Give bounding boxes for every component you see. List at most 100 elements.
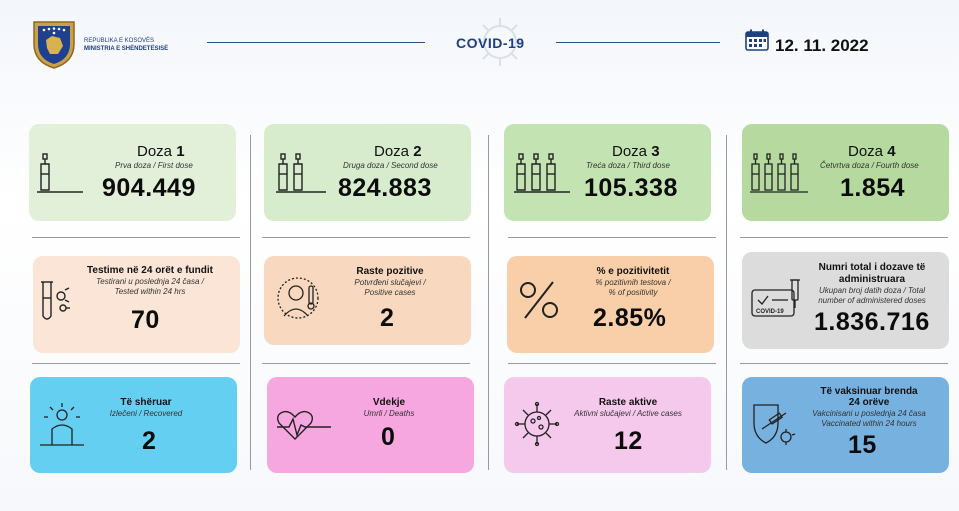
dose-1-value: 904.449 — [102, 174, 196, 202]
tests-value: 70 — [131, 306, 160, 334]
calendar-icon — [745, 29, 769, 51]
heartbeat-icon — [276, 410, 331, 440]
kosovo-coat-of-arms-logo — [33, 21, 75, 69]
vaccinated-title: Të vaksinuar brenda 24 orëve — [794, 386, 944, 408]
total-doses-value: 1.836.716 — [814, 308, 930, 336]
positive-cases-value: 2 — [380, 304, 395, 332]
positive-cases-title: Raste pozitive — [356, 266, 424, 277]
deaths-card: Vdekje Umrli / Deaths 0 — [267, 377, 474, 473]
shield-syringe-icon — [753, 404, 796, 445]
dose-3-subtitle: Treća doza / Third dose — [586, 161, 670, 170]
total-doses-subtitle-line1: Ukupan broj datih doza / Total — [819, 286, 925, 295]
vaccine-vials-icon — [276, 153, 326, 193]
vaccinated-subtitle: Vakcinisani u poslednja 24 časa Vaccinat… — [794, 409, 944, 429]
positivity-card: % e pozitivitetit % pozitivnih testova /… — [507, 256, 714, 353]
positive-subtitle-line2: Positive cases — [364, 288, 416, 297]
total-doses-title-line1: Numri total i dozave të — [818, 262, 926, 273]
header: REPUBLIKA E KOSOVËS MINISTRIA E SHËNDETË… — [0, 0, 959, 80]
separator — [32, 237, 240, 238]
header-line-right — [556, 42, 720, 43]
dose-3-card: Doza 3 Treća doza / Third dose 105.338 — [504, 124, 711, 221]
positive-cases-card: Raste pozitive Potvrđeni slučajevi / Pos… — [264, 256, 471, 345]
separator — [508, 363, 716, 364]
separator — [262, 237, 470, 238]
separator — [32, 363, 240, 364]
vaccinated-card: Të vaksinuar brenda 24 orëve Vakcinisani… — [742, 377, 949, 473]
active-cases-card: Raste aktive Aktivni slučajevi / Active … — [504, 377, 711, 473]
tests-subtitle-line1: Testirani u poslednja 24 časa / — [96, 277, 204, 286]
dose-3-title: Doza 3 — [612, 143, 660, 160]
tests-subtitle: Testirani u poslednja 24 časa / Tested w… — [71, 277, 229, 297]
dose-number: 3 — [651, 143, 660, 160]
virus-icon — [514, 401, 560, 447]
dose-label: Doza — [612, 143, 648, 160]
positivity-subtitle-line2: % of positivity — [608, 288, 658, 297]
tests-card: Testime në 24 orët e fundit Testirani u … — [33, 256, 240, 353]
total-doses-card: COVID-19 Numri total i dozave të adminis… — [742, 252, 949, 349]
deaths-subtitle-part1: Umrli — [363, 409, 383, 418]
recovered-card: Të shëruar Izlečeni / Recovered 2 — [30, 377, 237, 473]
page-title: COVID-19 — [456, 35, 525, 51]
deaths-subtitle: Umrli / Deaths — [363, 409, 415, 418]
vaccinated-title-line2: 24 orëve — [848, 397, 890, 408]
tests-title: Testime në 24 orët e fundit — [87, 265, 213, 276]
dose-4-card: Doza 4 Četvrtva doza / Fourth dose 1.854 — [742, 124, 949, 221]
positive-subtitle-line1: Potvrđeni slučajevi / — [354, 278, 426, 287]
vaccine-vial-icon — [37, 153, 83, 193]
dose-2-subtitle: Druga doza / Second dose — [343, 161, 438, 170]
vaccinated-subtitle-line2: Vaccinated within 24 hours — [821, 419, 917, 428]
dose-label: Doza — [374, 143, 410, 160]
vaccine-vials-icon — [750, 153, 808, 193]
vaccinated-value: 15 — [848, 431, 877, 459]
recovered-person-icon — [40, 403, 84, 446]
header-line-left — [207, 42, 425, 43]
recovered-subtitle: Izlečeni / Recovered — [109, 409, 183, 418]
deaths-title: Vdekje — [372, 397, 406, 408]
recovered-title: Të shëruar — [120, 397, 172, 408]
virus-watermark-icon — [476, 18, 524, 66]
vaccination-certificate-icon: COVID-19 — [751, 279, 800, 317]
dose-1-card: Doza 1 Prva doza / First dose 904.449 — [29, 124, 236, 221]
positivity-subtitle: % pozitivnih testova / % of positivity — [563, 278, 703, 298]
total-doses-title: Numri total i dozave të administruara — [802, 262, 942, 286]
column-separator — [250, 135, 251, 470]
dose-label: Doza — [848, 143, 884, 160]
dose-2-title: Doza 2 — [374, 143, 422, 160]
dose-1-title: Doza 1 — [137, 143, 185, 160]
test-tube-icon — [41, 281, 70, 320]
ministry-name: REPUBLIKA E KOSOVËS MINISTRIA E SHËNDETË… — [84, 37, 168, 53]
dose-number: 1 — [176, 143, 185, 160]
column-separator — [488, 135, 489, 470]
deaths-subtitle-part2: Deaths — [388, 409, 415, 418]
total-doses-subtitle: Ukupan broj datih doza / Total number of… — [802, 286, 942, 306]
active-cases-title: Raste aktive — [598, 397, 658, 408]
ministry-line2: MINISTRIA E SHËNDETËSISË — [84, 46, 169, 52]
recovered-value: 2 — [142, 427, 157, 455]
dose-4-title: Doza 4 — [848, 143, 896, 160]
positivity-title: % e pozitivitetit — [596, 266, 670, 277]
separator — [740, 363, 948, 364]
vaccinated-title-line1: Të vaksinuar brenda — [820, 386, 918, 397]
dose-2-value: 824.883 — [338, 174, 432, 202]
report-date: 12. 11. 2022 — [775, 36, 869, 55]
dose-number: 2 — [413, 143, 422, 160]
dose-1-subtitle: Prva doza / First dose — [115, 161, 193, 170]
dose-4-value: 1.854 — [840, 174, 906, 202]
dose-label: Doza — [137, 143, 173, 160]
tests-subtitle-line2: Tested within 24 hrs — [114, 287, 186, 296]
total-doses-title-line2: administruara — [838, 274, 906, 285]
deaths-value: 0 — [381, 423, 396, 451]
sick-person-thermometer-icon — [277, 277, 319, 319]
separator — [740, 237, 948, 238]
total-doses-subtitle-line2: number of administered doses — [818, 296, 926, 305]
separator — [508, 237, 716, 238]
column-separator — [726, 135, 727, 470]
ministry-line1: REPUBLIKA E KOSOVËS — [84, 38, 155, 44]
dose-3-value: 105.338 — [584, 174, 678, 202]
active-cases-subtitle: Aktivni slučajevi / Active cases — [574, 409, 682, 418]
positive-cases-subtitle: Potvrđeni slučajevi / Positive cases — [320, 278, 460, 298]
icon-label: COVID-19 — [756, 309, 784, 315]
active-cases-value: 12 — [614, 427, 643, 455]
dose-2-card: Doza 2 Druga doza / Second dose 824.883 — [264, 124, 471, 221]
percent-icon — [520, 281, 558, 319]
